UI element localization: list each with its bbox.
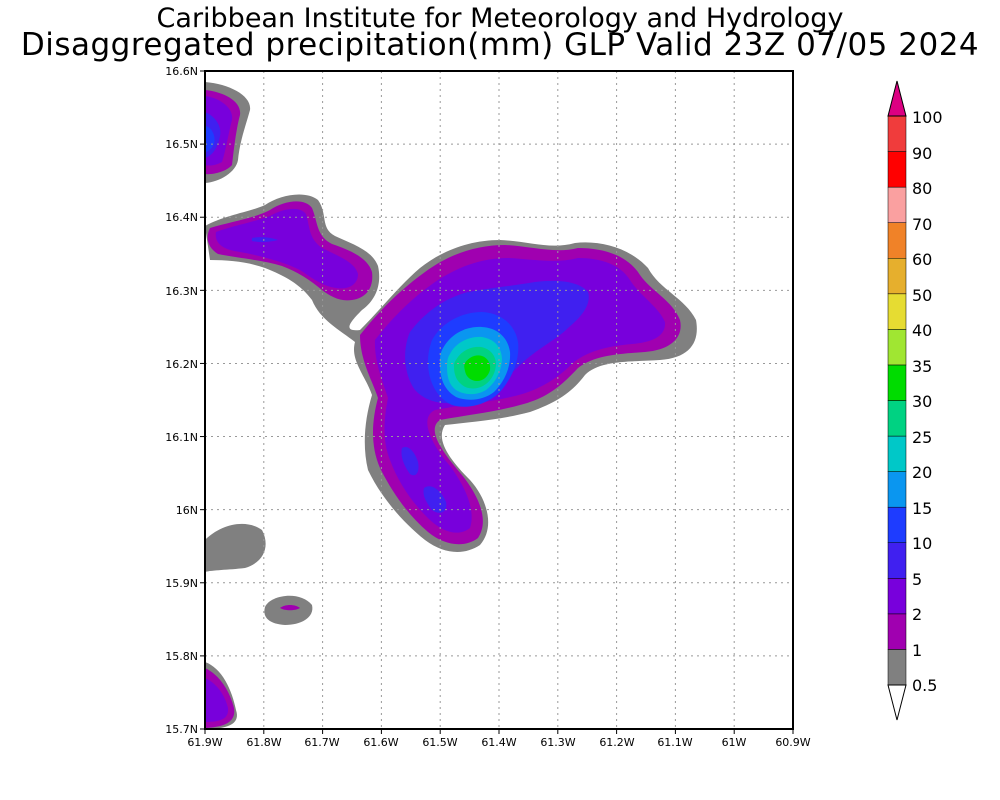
contour-level-1	[205, 90, 681, 728]
grid-lines	[205, 71, 793, 729]
legend-label: 60	[912, 250, 932, 269]
lon-label: 61.6W	[363, 736, 398, 749]
legend-band	[887, 222, 907, 259]
legend-band	[887, 293, 907, 330]
legend-label: 30	[912, 392, 932, 411]
lon-label: 61.3W	[540, 736, 575, 749]
title-line-1: Caribbean Institute for Meteorology and …	[156, 3, 844, 34]
legend-label: 70	[912, 215, 932, 234]
lon-label: 61W	[722, 736, 747, 749]
legend-label: 10	[912, 534, 932, 553]
contour-level-2	[205, 96, 666, 722]
contour-level-30	[464, 355, 491, 381]
legend-band	[887, 506, 907, 543]
legend-label: 40	[912, 321, 932, 340]
lon-label: 61.1W	[657, 736, 692, 749]
lon-label: 61.4W	[481, 736, 516, 749]
title-line-2: Disaggregated precipitation(mm) GLP Vali…	[20, 27, 980, 63]
legend-bands	[887, 115, 907, 686]
legend-label: 1	[912, 641, 922, 660]
legend-band	[887, 329, 907, 366]
legend-band	[887, 186, 907, 223]
legend-label: 100	[912, 108, 943, 127]
lat-label: 16.1N	[165, 431, 198, 444]
legend-band	[887, 364, 907, 401]
legend-band	[887, 435, 907, 472]
legend-label: 35	[912, 357, 932, 376]
legend-label: 25	[912, 428, 932, 447]
legend-label: 20	[912, 463, 932, 482]
precipitation-contours	[205, 82, 697, 729]
color-legend: 0.5 1 2 5 10 15 20 25 30 35 40 50 60 70 …	[887, 80, 943, 721]
lon-label: 61.8W	[246, 736, 281, 749]
axis-ticks	[200, 70, 794, 734]
legend-label: 50	[912, 286, 932, 305]
legend-band	[887, 471, 907, 508]
lat-label: 16.4N	[165, 211, 198, 224]
legend-band	[887, 542, 907, 579]
latitude-axis: 16.6N 16.5N 16.4N 16.3N 16.2N 16.1N 16N …	[165, 65, 198, 736]
legend-band	[887, 115, 907, 152]
lat-label: 16.2N	[165, 358, 198, 371]
legend-band	[887, 649, 907, 686]
lon-label: 61.2W	[599, 736, 634, 749]
lat-label: 15.9N	[165, 577, 198, 590]
lat-label: 15.7N	[165, 723, 198, 736]
lat-label: 16N	[176, 504, 198, 517]
legend-band	[887, 400, 907, 437]
lat-label: 15.8N	[165, 650, 198, 663]
legend-band	[887, 258, 907, 295]
legend-lower-arrow	[887, 684, 907, 721]
legend-labels: 0.5 1 2 5 10 15 20 25 30 35 40 50 60 70 …	[912, 108, 943, 695]
lon-label: 60.9W	[775, 736, 810, 749]
lat-label: 16.6N	[165, 65, 198, 78]
legend-label: 15	[912, 499, 932, 518]
longitude-axis: 61.9W 61.8W 61.7W 61.6W 61.5W 61.4W 61.3…	[187, 736, 810, 749]
lon-label: 61.9W	[187, 736, 222, 749]
legend-label: 90	[912, 144, 932, 163]
lat-label: 16.5N	[165, 138, 198, 151]
lon-label: 61.7W	[304, 736, 339, 749]
lon-label: 61.5W	[422, 736, 457, 749]
lat-label: 16.3N	[165, 285, 198, 298]
legend-band	[887, 578, 907, 615]
legend-label: 2	[912, 605, 922, 624]
legend-label: 0.5	[912, 676, 937, 695]
legend-band	[887, 151, 907, 188]
legend-upper-arrow	[887, 80, 907, 117]
legend-label: 5	[912, 570, 922, 589]
legend-label: 80	[912, 179, 932, 198]
legend-band	[887, 613, 907, 650]
